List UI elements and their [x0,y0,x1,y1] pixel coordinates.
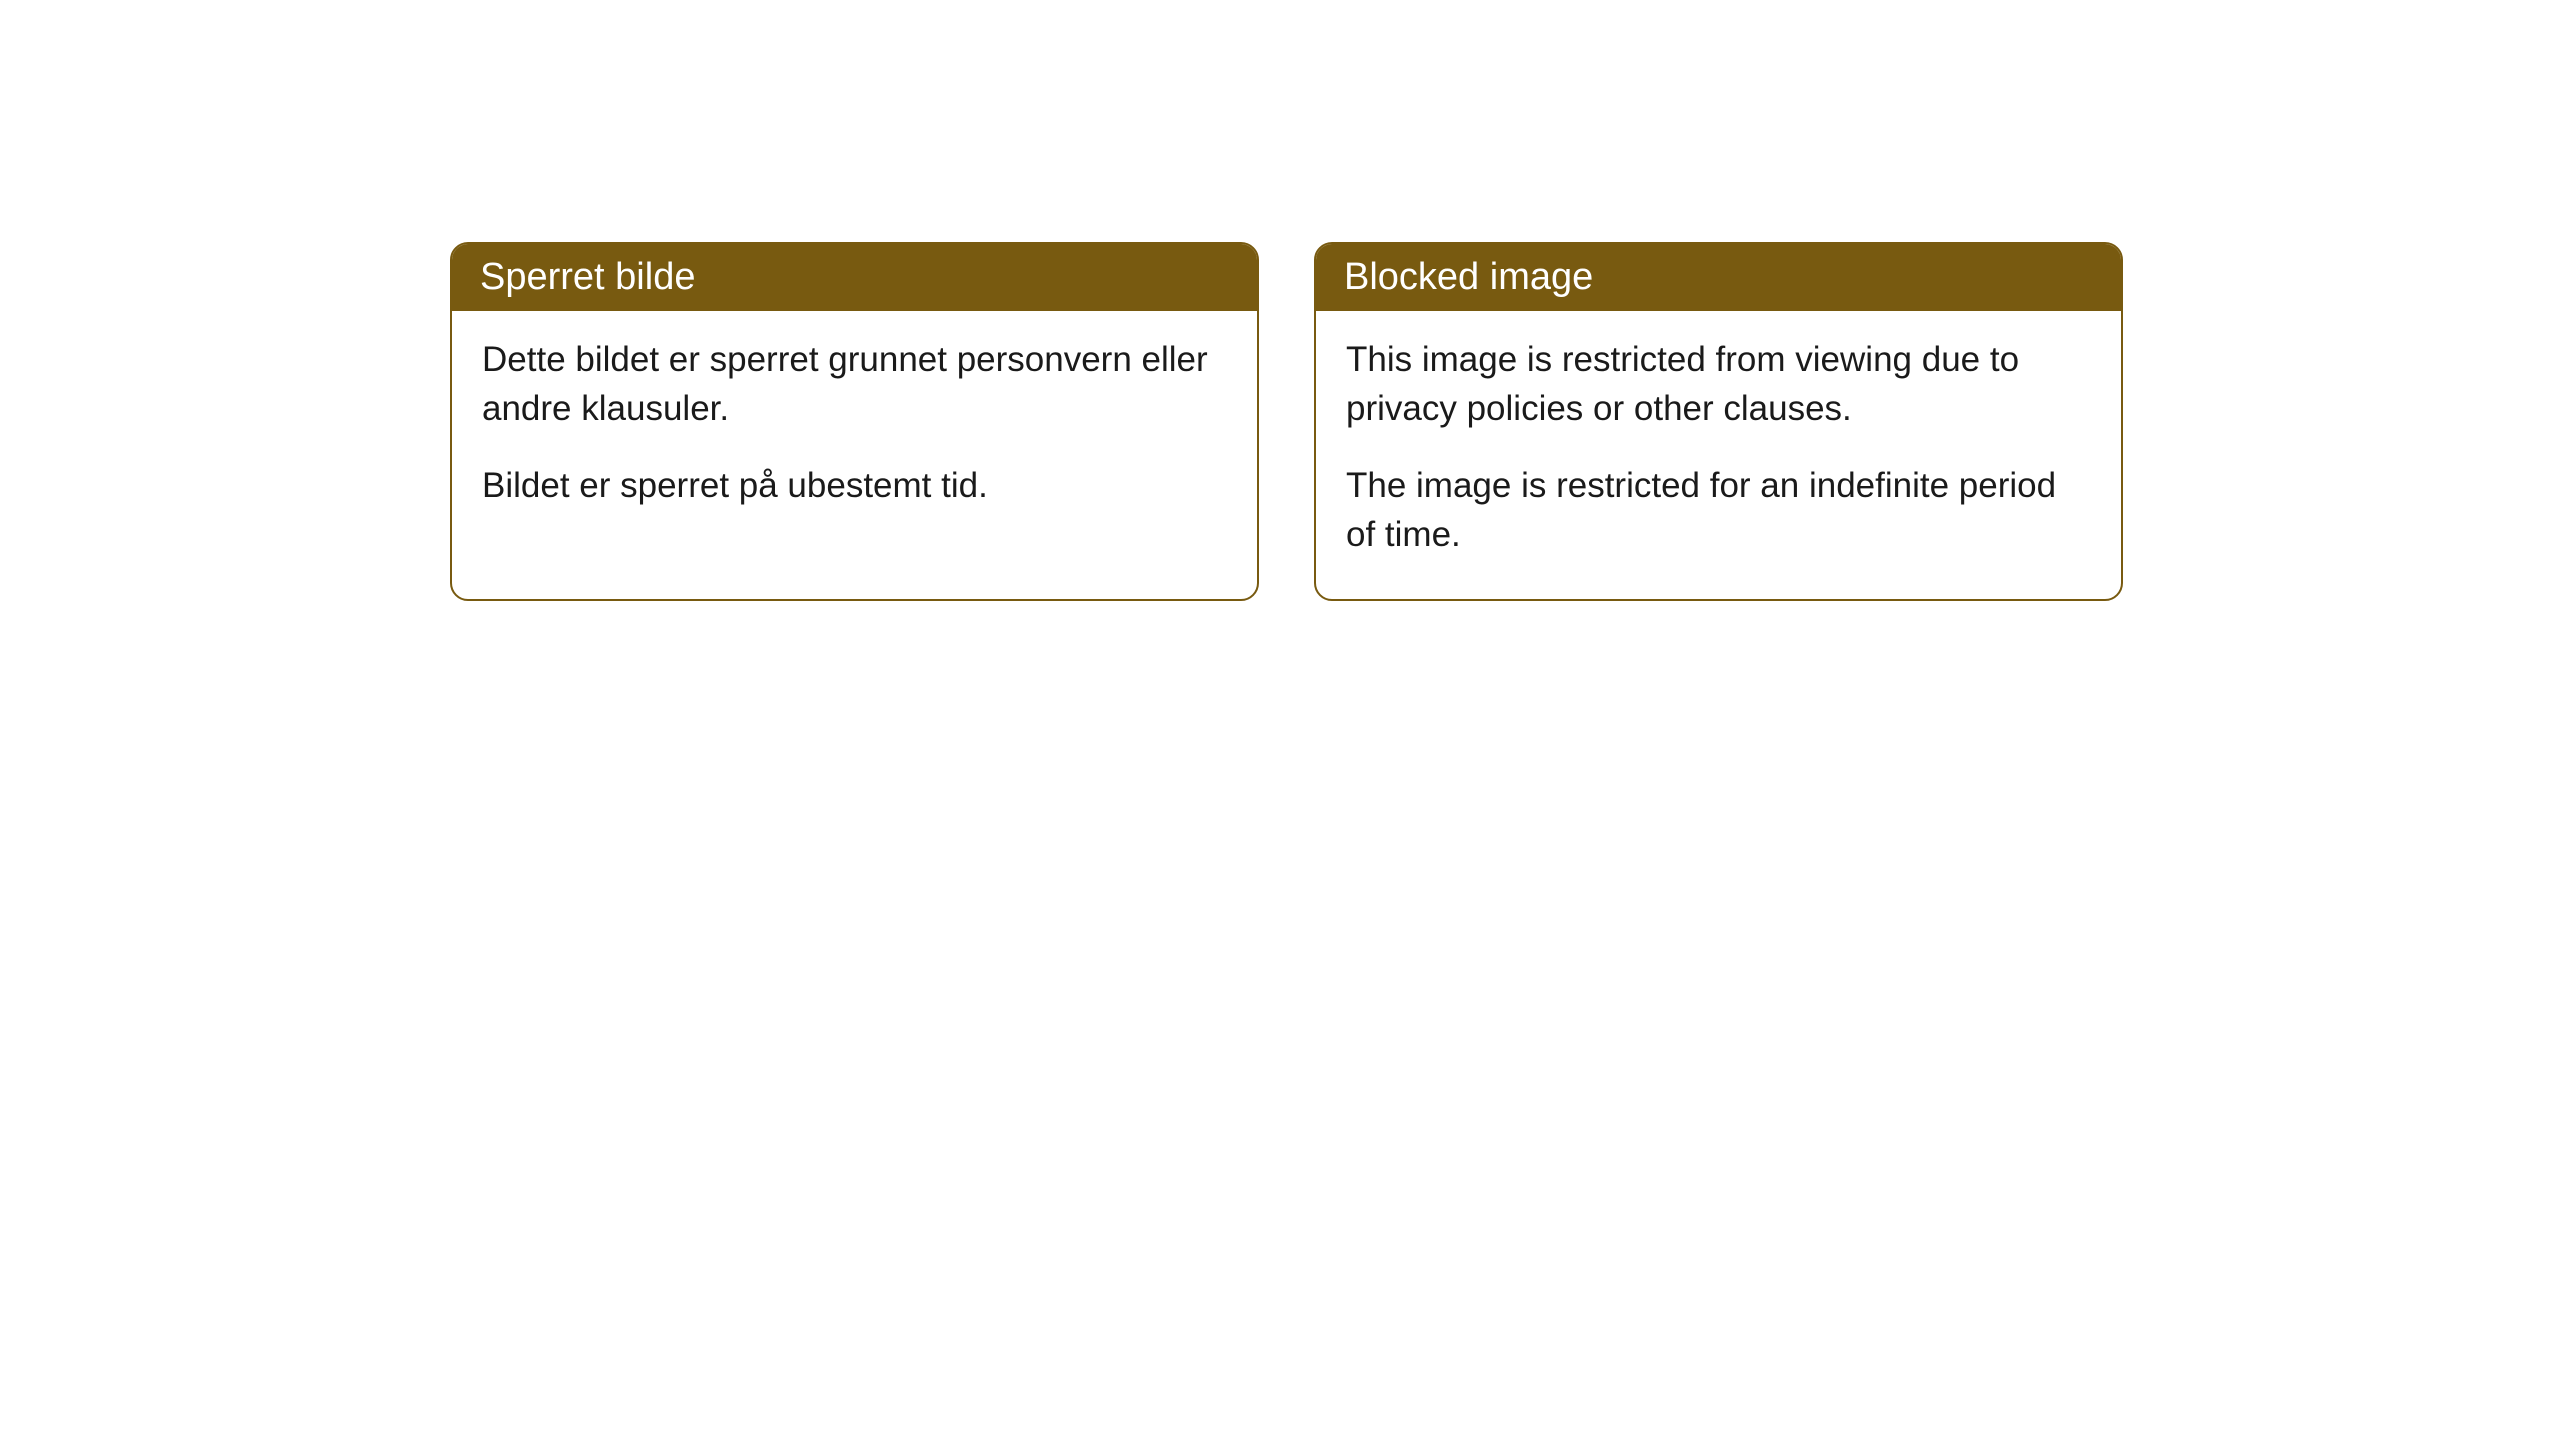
card-title: Sperret bilde [480,256,695,298]
blocked-image-card-norwegian: Sperret bilde Dette bildet er sperret gr… [450,242,1259,601]
card-paragraph: This image is restricted from viewing du… [1346,335,2091,433]
cards-container: Sperret bilde Dette bildet er sperret gr… [450,242,2123,601]
card-body-english: This image is restricted from viewing du… [1316,311,2121,599]
card-body-norwegian: Dette bildet er sperret grunnet personve… [452,311,1257,550]
card-header-english: Blocked image [1316,244,2121,311]
blocked-image-card-english: Blocked image This image is restricted f… [1314,242,2123,601]
card-header-norwegian: Sperret bilde [452,244,1257,311]
card-paragraph: Bildet er sperret på ubestemt tid. [482,461,1227,510]
card-title: Blocked image [1344,256,1593,298]
card-paragraph: Dette bildet er sperret grunnet personve… [482,335,1227,433]
card-paragraph: The image is restricted for an indefinit… [1346,461,2091,559]
